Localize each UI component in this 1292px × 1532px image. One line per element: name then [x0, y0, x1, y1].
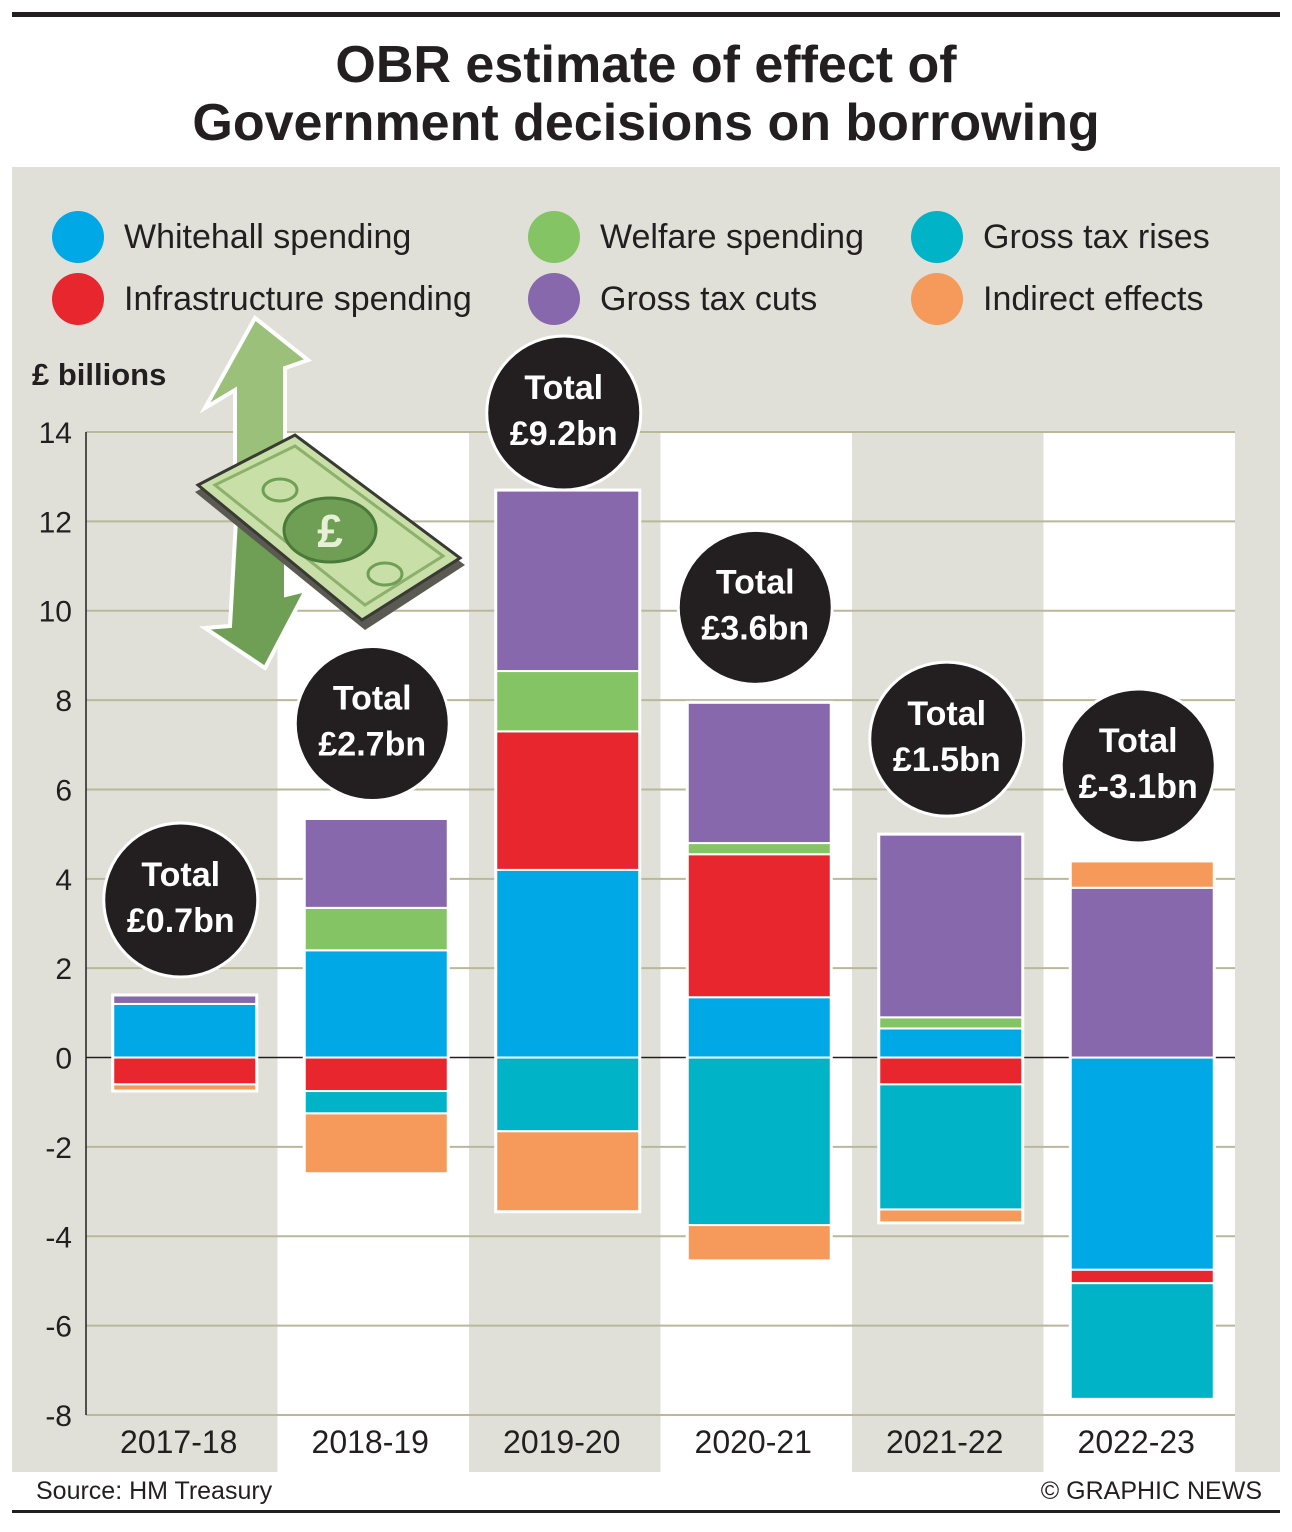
y-tick-label: 8 — [55, 685, 72, 718]
total-value: £-3.1bn — [1079, 768, 1198, 806]
bar-segment-welfare-spending — [494, 670, 641, 733]
bar-segment-whitehall-spending — [303, 949, 450, 1059]
legend-label: Indirect effects — [983, 280, 1204, 318]
x-tick-label: 2017-18 — [120, 1424, 237, 1460]
bar-segment-gross-tax-cuts — [686, 701, 833, 845]
chart-title-line-1: OBR estimate of effect of — [335, 36, 957, 94]
total-label: Total — [716, 563, 795, 601]
credit-note: © GRAPHIC NEWS — [1041, 1477, 1262, 1505]
bar-segment-gross-tax-cuts — [877, 833, 1024, 1019]
y-tick-label: -2 — [45, 1132, 72, 1165]
y-tick-label: 12 — [39, 506, 72, 539]
total-badge — [868, 660, 1026, 818]
total-value: £9.2bn — [510, 415, 618, 453]
total-label: Total — [1099, 722, 1178, 760]
bar-segment-indirect-effects — [686, 1224, 833, 1262]
bar-segment-infrastructure-spending — [1069, 1268, 1216, 1285]
total-value: £0.7bn — [127, 902, 235, 940]
legend-label: Welfare spending — [600, 218, 864, 256]
x-tick-label: 2020-21 — [695, 1424, 812, 1460]
total-label: Total — [333, 679, 412, 717]
legend-label: Gross tax rises — [983, 218, 1210, 256]
legend-swatch — [52, 273, 104, 325]
legend-swatch — [52, 211, 104, 263]
total-value: £2.7bn — [318, 725, 426, 763]
top-rule — [12, 12, 1280, 17]
source-note: Source: HM Treasury — [36, 1477, 273, 1505]
bar-segment-whitehall-spending — [1069, 1056, 1216, 1271]
y-axis-label: £ billions — [32, 357, 166, 392]
bar-segment-gross-tax-cuts — [494, 489, 641, 673]
money-arrows-icon: £ — [195, 314, 465, 671]
y-tick-label: 2 — [55, 953, 72, 986]
total-label: Total — [141, 856, 220, 894]
bar-segment-welfare-spending — [303, 906, 450, 952]
bar-segment-gross-tax-rises — [686, 1056, 833, 1227]
y-tick-label: 0 — [55, 1043, 72, 1076]
bar-segment-whitehall-spending — [686, 996, 833, 1059]
y-tick-label: 14 — [39, 417, 72, 450]
bar-segment-infrastructure-spending — [877, 1056, 1024, 1086]
bar-segment-gross-tax-rises — [494, 1056, 641, 1133]
x-tick-label: 2019-20 — [503, 1424, 620, 1460]
total-badge — [676, 528, 834, 686]
bar-segment-infrastructure-spending — [686, 853, 833, 999]
x-tick-label: 2021-22 — [886, 1424, 1003, 1460]
bar-segment-gross-tax-rises — [877, 1083, 1024, 1211]
bar-segment-infrastructure-spending — [111, 1056, 258, 1086]
legend-swatch — [911, 273, 963, 325]
bar-outline — [1068, 859, 1216, 1401]
legend-swatch — [528, 211, 580, 263]
y-tick-label: -6 — [45, 1311, 72, 1344]
legend-label: Whitehall spending — [124, 218, 411, 256]
bar-outline — [877, 832, 1025, 1225]
bar-segment-infrastructure-spending — [494, 730, 641, 871]
total-value: £1.5bn — [893, 741, 1001, 779]
chart-title-line-2: Government decisions on borrowing — [192, 94, 1099, 152]
legend-swatch — [911, 211, 963, 263]
total-label: Total — [907, 695, 986, 733]
total-badge — [293, 644, 451, 802]
bar-segment-welfare-spending — [877, 1016, 1024, 1030]
bar-outline — [302, 816, 450, 1176]
bar-segment-infrastructure-spending — [303, 1056, 450, 1093]
bar-segment-whitehall-spending — [111, 1002, 258, 1059]
x-tick-label: 2018-19 — [312, 1424, 429, 1460]
total-badge — [102, 821, 260, 979]
bar-segment-welfare-spending — [686, 842, 833, 856]
bar-outline — [111, 993, 259, 1093]
svg-text:£: £ — [317, 505, 343, 557]
y-tick-label: 4 — [55, 864, 72, 897]
legend-swatch — [528, 273, 580, 325]
legend-label: Infrastructure spending — [124, 280, 472, 318]
y-tick-label: -8 — [45, 1400, 72, 1433]
total-badge — [485, 334, 643, 492]
bar-segment-whitehall-spending — [494, 868, 641, 1059]
y-tick-label: 6 — [55, 774, 72, 807]
bar-segment-indirect-effects — [494, 1130, 641, 1213]
bar-segment-gross-tax-rises — [303, 1090, 450, 1115]
bar-outline — [685, 700, 833, 1263]
bar-segment-indirect-effects — [303, 1112, 450, 1175]
x-tick-label: 2022-23 — [1078, 1424, 1195, 1460]
bar-segment-gross-tax-cuts — [1069, 886, 1216, 1059]
bottom-rule — [12, 1510, 1280, 1513]
bar-segment-gross-tax-cuts — [303, 817, 450, 909]
bar-segment-indirect-effects — [877, 1208, 1024, 1224]
total-label: Total — [524, 369, 603, 407]
total-value: £3.6bn — [701, 609, 809, 647]
y-tick-label: 10 — [39, 596, 72, 629]
y-tick-label: -4 — [45, 1221, 72, 1254]
bar-segment-gross-tax-rises — [1069, 1282, 1216, 1401]
legend-label: Gross tax cuts — [600, 280, 817, 318]
bar-segment-indirect-effects — [1069, 859, 1216, 889]
total-badge — [1059, 687, 1217, 845]
bar-segment-whitehall-spending — [877, 1027, 1024, 1059]
